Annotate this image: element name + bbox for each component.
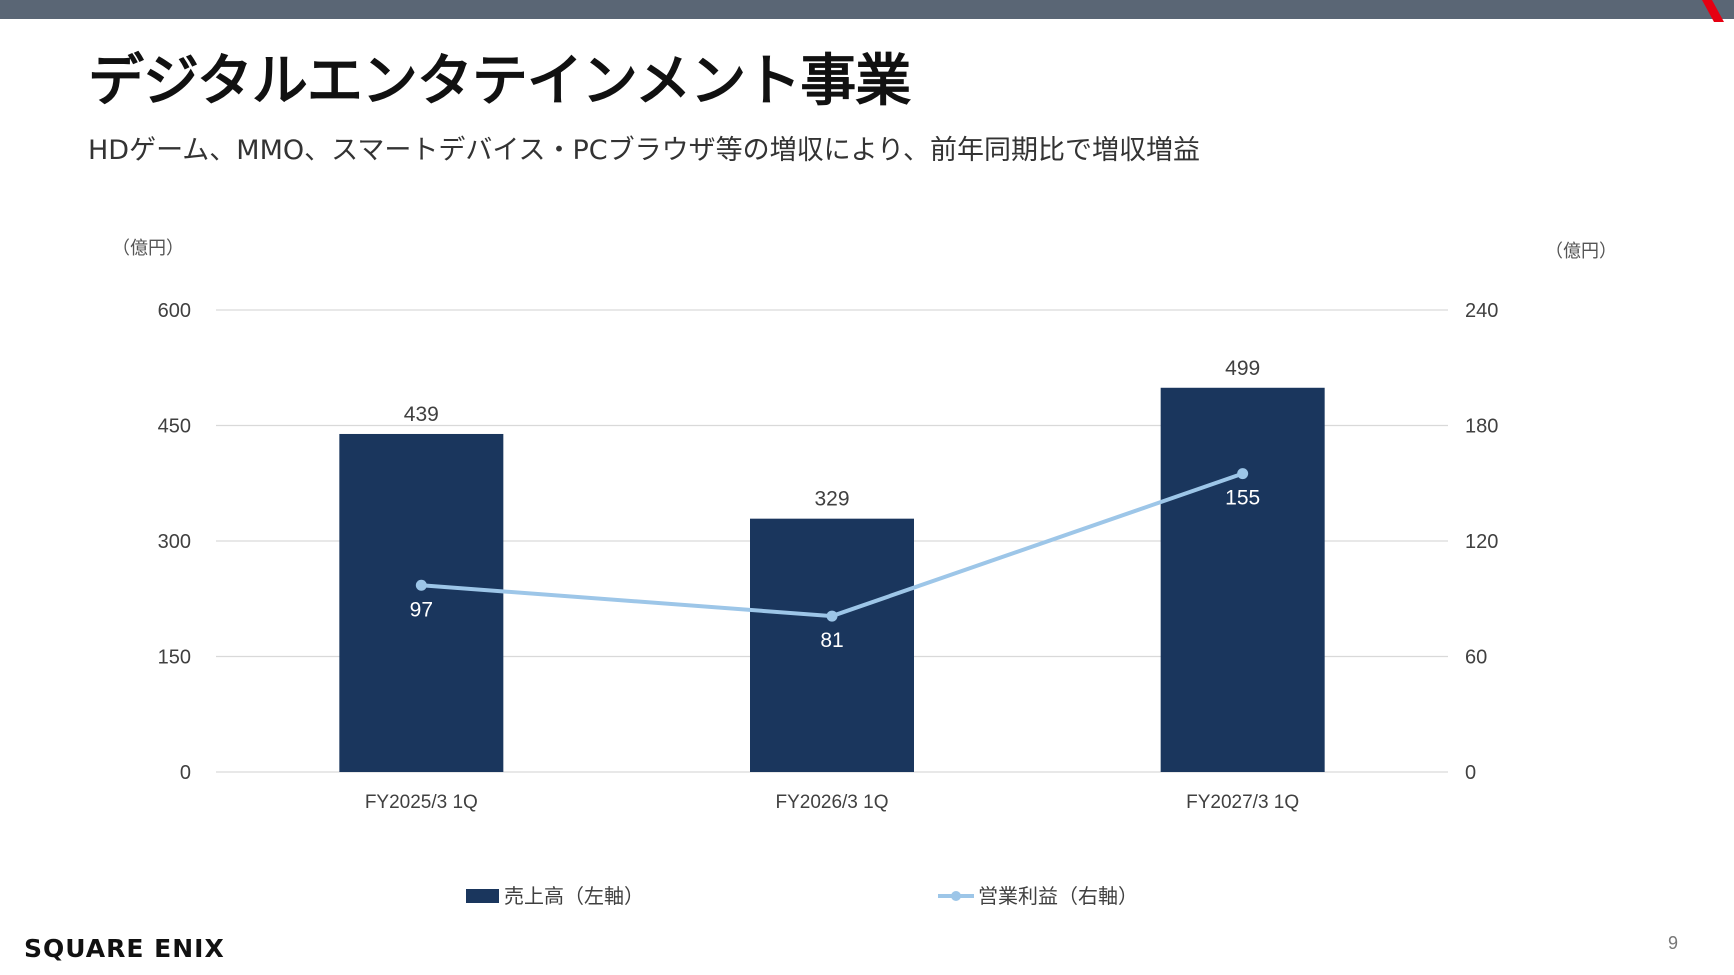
category-label: FY2025/3 1Q xyxy=(365,792,478,813)
left-axis-tick-label: 600 xyxy=(158,300,191,322)
right-axis-tick-label: 180 xyxy=(1465,416,1498,438)
right-axis-unit-label: （億円） xyxy=(1545,241,1617,262)
bar-value-label: 499 xyxy=(1225,357,1260,380)
legend-swatch-bar xyxy=(466,889,499,903)
profit-value-label: 97 xyxy=(410,598,433,621)
profit-point xyxy=(1237,468,1249,480)
legend-swatch-point xyxy=(951,891,961,901)
right-axis-tick-label: 120 xyxy=(1465,531,1498,553)
square-enix-logo: SQUARE ENIX xyxy=(24,934,225,963)
bar-value-label: 329 xyxy=(814,488,849,511)
left-axis-tick-label: 150 xyxy=(158,647,191,669)
page-subtitle: HDゲーム、MMO、スマートデバイス・PCブラウザ等の増収により、前年同期比で増… xyxy=(88,135,1201,166)
profit-point xyxy=(415,579,427,591)
corner-accent-mark xyxy=(1694,0,1734,22)
page-title: デジタルエンタテインメント事業 xyxy=(88,49,911,114)
bar xyxy=(750,518,914,772)
bar xyxy=(339,433,504,772)
bar-value-label: 439 xyxy=(404,403,439,426)
legend-label-sales: 売上高（左軸） xyxy=(504,884,644,908)
top-bar xyxy=(0,0,1734,19)
left-axis-tick-label: 450 xyxy=(158,416,191,438)
profit-value-label: 155 xyxy=(1225,487,1260,510)
category-label: FY2027/3 1Q xyxy=(1186,792,1299,813)
right-axis-tick-label: 0 xyxy=(1465,762,1476,784)
profit-value-label: 81 xyxy=(820,629,843,652)
legend-label-profit: 営業利益（右軸） xyxy=(978,884,1138,908)
profit-point xyxy=(826,610,838,622)
left-axis-tick-label: 300 xyxy=(158,531,191,553)
left-axis-unit-label: （億円） xyxy=(112,238,184,259)
bar xyxy=(1160,387,1325,772)
page-number: 9 xyxy=(1668,933,1679,953)
right-axis-tick-label: 240 xyxy=(1465,300,1498,322)
category-label: FY2026/3 1Q xyxy=(775,792,888,813)
left-axis-tick-label: 0 xyxy=(180,762,191,784)
right-axis-tick-label: 60 xyxy=(1465,647,1487,669)
